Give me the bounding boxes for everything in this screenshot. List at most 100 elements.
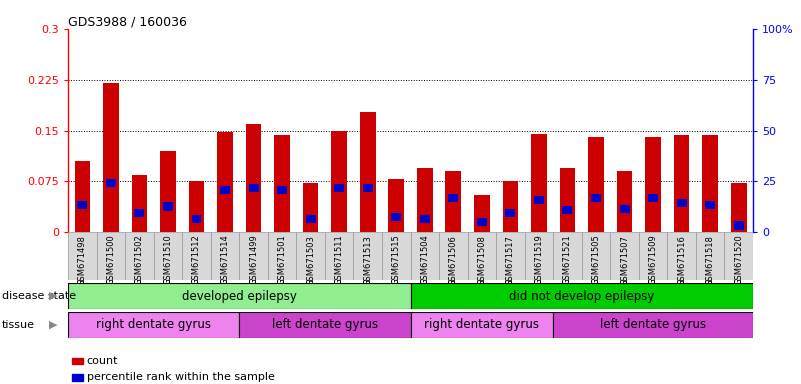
Bar	[182, 232, 211, 280]
Bar	[332, 131, 347, 232]
Bar	[325, 232, 353, 280]
Bar	[125, 232, 154, 280]
Bar	[68, 312, 239, 338]
Bar	[78, 201, 87, 209]
Text: count: count	[87, 356, 118, 366]
Text: GSM671519: GSM671519	[534, 235, 543, 285]
Text: GSM671504: GSM671504	[421, 235, 429, 285]
Bar	[274, 135, 290, 232]
Text: GSM671515: GSM671515	[392, 235, 400, 285]
Text: GSM671500: GSM671500	[107, 235, 115, 285]
Bar	[705, 201, 715, 209]
Bar	[248, 184, 259, 192]
Text: GSM671514: GSM671514	[220, 235, 230, 285]
Bar	[303, 183, 319, 232]
Bar	[505, 209, 515, 217]
Text: GSM671517: GSM671517	[506, 235, 515, 286]
Bar	[449, 194, 458, 202]
Bar	[410, 312, 553, 338]
Text: GSM671511: GSM671511	[335, 235, 344, 285]
Text: GSM671508: GSM671508	[477, 235, 486, 286]
Bar	[382, 232, 410, 280]
Bar	[334, 184, 344, 192]
Bar	[474, 195, 489, 232]
Bar	[106, 179, 116, 187]
Bar	[525, 232, 553, 280]
Bar	[667, 232, 696, 280]
Bar	[191, 215, 202, 223]
Text: GSM671498: GSM671498	[78, 235, 87, 286]
Text: GSM671506: GSM671506	[449, 235, 458, 286]
Bar	[619, 205, 630, 213]
Bar	[239, 312, 410, 338]
Bar	[439, 232, 468, 280]
Bar	[306, 215, 316, 223]
Bar	[477, 218, 487, 226]
Text: GSM671509: GSM671509	[649, 235, 658, 285]
Bar	[674, 135, 690, 232]
Bar	[420, 215, 430, 223]
Bar	[496, 232, 525, 280]
Bar	[677, 199, 686, 207]
Text: did not develop epilepsy: did not develop epilepsy	[509, 290, 654, 303]
Bar	[562, 206, 573, 214]
Bar	[97, 232, 125, 280]
Bar	[131, 175, 147, 232]
Bar	[239, 232, 268, 280]
Bar	[638, 232, 667, 280]
Bar	[410, 232, 439, 280]
Bar	[296, 232, 325, 280]
Text: developed epilepsy: developed epilepsy	[182, 290, 296, 303]
Text: percentile rank within the sample: percentile rank within the sample	[87, 372, 275, 382]
Bar	[74, 161, 91, 232]
Text: GSM671518: GSM671518	[706, 235, 714, 286]
Bar	[268, 232, 296, 280]
Bar	[217, 132, 233, 232]
Text: GSM671505: GSM671505	[591, 235, 601, 285]
Bar	[560, 168, 575, 232]
Text: GSM671501: GSM671501	[278, 235, 287, 285]
Bar	[502, 181, 518, 232]
Bar	[189, 181, 204, 232]
Text: disease state: disease state	[2, 291, 76, 301]
Bar	[417, 168, 433, 232]
Bar	[617, 171, 632, 232]
Bar	[591, 194, 601, 202]
Bar	[360, 112, 376, 232]
Bar	[531, 134, 547, 232]
Bar	[534, 196, 544, 204]
Text: right dentate gyrus: right dentate gyrus	[425, 318, 539, 331]
Text: GSM671510: GSM671510	[163, 235, 172, 285]
Text: left dentate gyrus: left dentate gyrus	[272, 318, 378, 331]
Text: GSM671516: GSM671516	[677, 235, 686, 286]
Bar	[702, 135, 718, 232]
Bar	[646, 137, 661, 232]
Text: GSM671503: GSM671503	[306, 235, 315, 286]
Bar	[648, 194, 658, 202]
Bar	[696, 232, 724, 280]
Bar	[734, 222, 743, 230]
Text: GSM671499: GSM671499	[249, 235, 258, 285]
Bar	[277, 185, 287, 194]
Text: GSM671512: GSM671512	[192, 235, 201, 285]
Bar	[391, 213, 401, 221]
Text: left dentate gyrus: left dentate gyrus	[600, 318, 706, 331]
Bar	[445, 171, 461, 232]
Bar	[363, 184, 372, 192]
Text: GSM671507: GSM671507	[620, 235, 629, 286]
Text: GSM671520: GSM671520	[735, 235, 743, 285]
Text: right dentate gyrus: right dentate gyrus	[96, 318, 211, 331]
Bar	[553, 232, 582, 280]
Bar	[731, 183, 747, 232]
Text: ▶: ▶	[49, 320, 58, 330]
Bar	[135, 209, 144, 217]
Bar	[353, 232, 382, 280]
Bar	[410, 283, 753, 309]
Text: GDS3988 / 160036: GDS3988 / 160036	[68, 15, 187, 28]
Bar	[154, 232, 182, 280]
Bar	[68, 283, 410, 309]
Text: GSM671513: GSM671513	[363, 235, 372, 286]
Bar	[388, 179, 404, 232]
Bar	[220, 185, 230, 194]
Bar	[211, 232, 239, 280]
